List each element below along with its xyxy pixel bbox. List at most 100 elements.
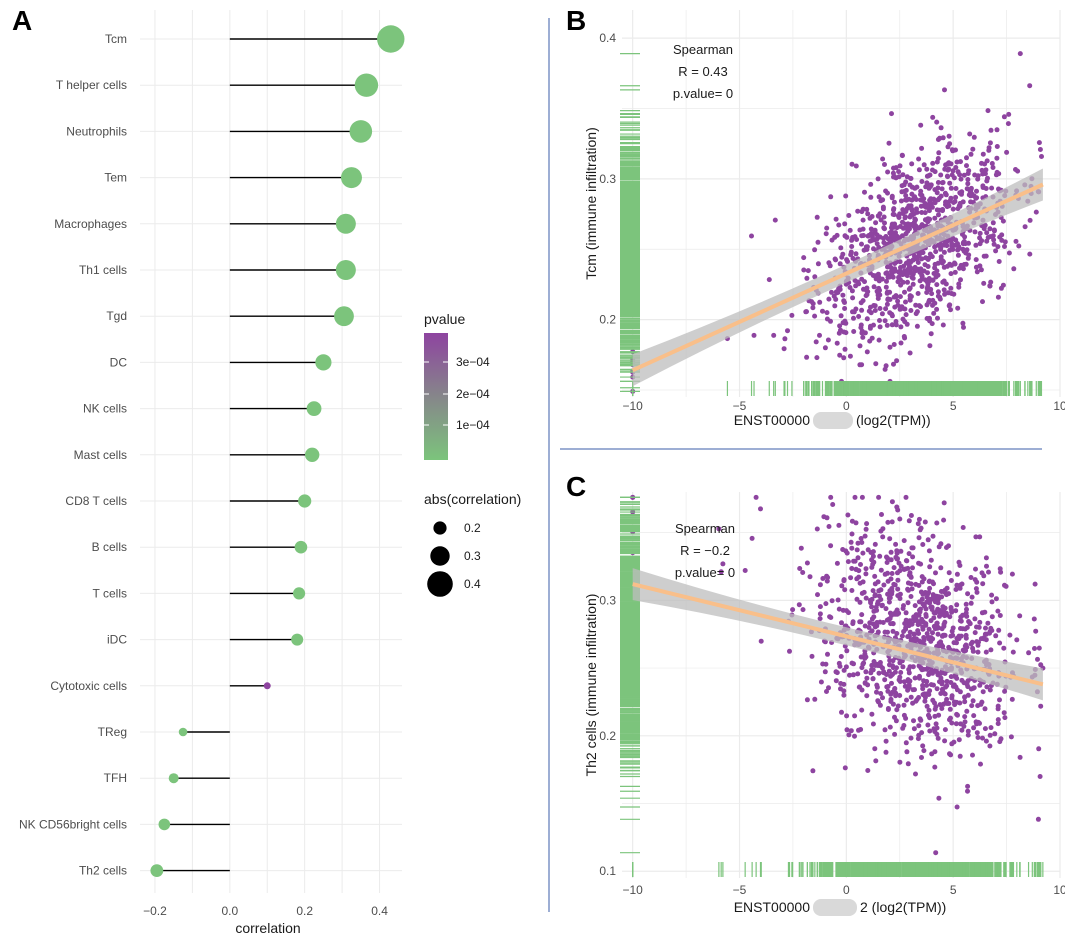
scatter-point [932,713,938,719]
scatter-point [849,566,855,571]
x-tick-label: 10 [1053,399,1065,413]
scatter-point [877,306,883,311]
scatter-point [928,604,934,610]
scatter-point [979,160,984,166]
scatter-point [953,147,958,153]
scatter-point [935,185,941,191]
scatter-point [984,563,989,569]
scatter-point [900,172,906,178]
scatter-point [949,741,955,747]
scatter-point [845,559,851,565]
scatter-point [903,740,909,746]
scatter-point [878,691,884,696]
scatter-point [919,579,925,585]
scatter-point [973,566,978,572]
scatter-point [884,684,890,690]
scatter-point [948,674,954,680]
scatter-point [781,346,787,352]
scatter-point [873,662,879,668]
scatter-point [841,688,847,694]
scatter-point [889,680,894,686]
scatter-point [894,631,900,636]
panel-label-a: A [12,5,32,36]
scatter-point [842,318,848,324]
scatter-point [928,331,934,337]
scatter-point [826,685,831,691]
scatter-point [880,534,886,540]
scatter-point [919,256,925,262]
scatter-point [841,681,847,687]
scatter-point [974,269,980,275]
scatter-point [1035,816,1041,822]
scatter-point [968,199,974,205]
scatter-point [796,602,802,608]
scatter-point [944,678,950,684]
scatter-point [918,589,924,595]
scatter-point [859,665,865,671]
scatter-point [915,291,921,296]
scatter-point [856,574,862,580]
scatter-point [934,282,940,288]
scatter-point [828,494,834,500]
scatter-point [853,251,859,257]
scatter-point [882,677,888,683]
scatter-point [974,589,980,595]
scatter-point [801,267,807,273]
scatter-point [930,697,936,703]
scatter-point [718,569,724,575]
scatter-point [837,261,843,267]
scatter-point [891,206,897,212]
scatter-point [891,361,896,367]
scatter-point [857,580,863,586]
scatter-point [1002,582,1007,588]
scatter-point [875,176,881,182]
scatter-point [839,583,845,589]
scatter-point [817,582,823,588]
scatter-point [970,698,976,704]
scatter-point [873,604,879,610]
scatter-point [929,321,935,327]
scatter-point [865,768,871,773]
scatter-point [834,290,840,296]
scatter-point [944,239,950,245]
scatter-point [865,289,871,295]
scatter-point [907,285,913,291]
scatter-point [977,682,983,688]
scatter-point [997,640,1003,646]
lollipop-chart: Tcm T helper cells Neutrophils Tem Macrophag… [19,10,405,936]
scatter-point [772,217,778,223]
scatter-point [875,579,881,585]
scatter-point [991,227,997,233]
scatter-point [922,698,928,704]
scatter-point [935,631,941,637]
scatter-point [824,573,830,579]
scatter-point [987,743,993,749]
lollipop-point [315,354,332,371]
lollipop-point [292,587,306,600]
lollipop-point [377,25,405,53]
scatter-point [854,547,860,553]
scatter-point [959,727,965,733]
scatter-point [916,723,922,729]
scatter-point [902,683,908,689]
scatter-point [906,551,912,557]
scatter-point [909,161,915,167]
scatter-point [855,279,861,285]
scatter-point [943,610,949,616]
scatter-point [1002,715,1008,721]
scatter-point [863,566,869,572]
scatter-point [954,640,959,646]
scatter-point [807,574,813,580]
scatter-point [978,701,984,707]
scatter-point [785,328,790,334]
scatter-point [995,717,1001,723]
scatter-point [787,648,792,654]
scatter-point [934,306,940,312]
scatter-point [965,732,971,738]
scatter-point [886,668,892,674]
scatter-point [968,641,974,647]
scatter-point [815,592,820,598]
scatter-point [935,315,940,321]
scatter-point [908,735,914,741]
scatter-point [887,274,892,280]
